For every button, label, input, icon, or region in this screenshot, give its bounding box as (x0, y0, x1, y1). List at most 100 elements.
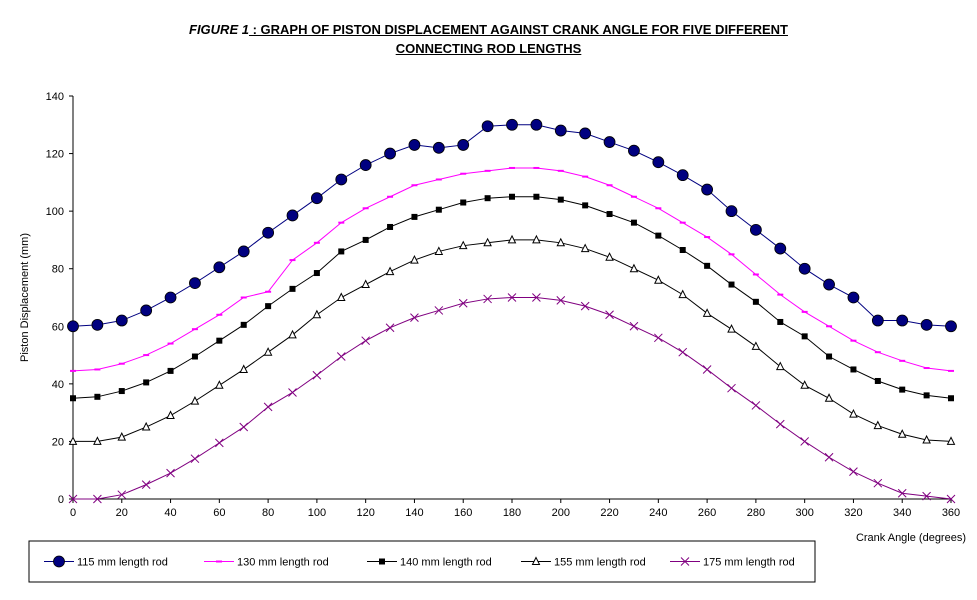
data-point-series-5 (507, 293, 517, 302)
data-point-series-3 (679, 247, 686, 254)
data-point-series-5 (702, 365, 712, 374)
series-line-4 (73, 239, 952, 442)
data-point-series-4 (458, 240, 468, 250)
y-tick-label: 40 (52, 379, 64, 391)
data-point-series-3 (70, 395, 76, 402)
data-point-series-1 (871, 314, 884, 327)
data-point-series-3 (240, 321, 247, 328)
data-point-series-1 (457, 139, 470, 151)
data-point-series-3 (899, 386, 906, 393)
data-point-series-1 (847, 291, 860, 304)
y-tick-label: 0 (58, 494, 64, 506)
data-point-series-5 (410, 313, 419, 323)
data-point-series-5 (532, 293, 541, 302)
data-point-series-5 (68, 494, 78, 504)
data-point-series-4 (678, 289, 688, 299)
data-point-series-4 (824, 393, 834, 402)
data-point-series-1 (408, 139, 421, 151)
data-point-series-5 (434, 306, 444, 315)
data-point-series-5 (166, 468, 175, 478)
data-point-series-4 (190, 396, 200, 405)
data-point-series-1 (725, 205, 738, 218)
x-tick-label: 240 (649, 507, 667, 519)
data-point-series-1 (774, 242, 787, 255)
data-point-series-1 (384, 147, 396, 160)
data-point-series-4 (727, 324, 736, 333)
data-point-series-4 (68, 436, 78, 445)
data-point-series-1 (945, 320, 957, 333)
data-point-series-3 (143, 379, 150, 386)
data-point-series-5 (288, 388, 297, 397)
data-point-series-1 (579, 127, 592, 140)
data-point-series-3 (704, 262, 711, 269)
y-tick-label: 100 (46, 206, 64, 218)
data-point-series-3 (606, 211, 613, 218)
data-point-series-1 (628, 144, 640, 157)
data-point-series-5 (653, 333, 663, 343)
data-point-series-4 (288, 329, 297, 339)
y-tick-label: 60 (52, 321, 64, 333)
data-point-series-5 (214, 438, 224, 448)
x-tick-label: 300 (795, 507, 813, 519)
data-point-series-1 (896, 314, 909, 327)
data-point-series-4 (239, 364, 249, 373)
x-tick-label: 340 (893, 507, 911, 519)
data-point-series-5 (93, 494, 102, 504)
data-point-series-3 (118, 388, 125, 395)
data-point-series-4 (800, 380, 809, 389)
data-point-series-4 (263, 347, 273, 356)
chart-title: FIGURE 1 : GRAPH OF PISTON DISPLACEMENT … (0, 20, 977, 58)
data-point-series-4 (434, 246, 444, 255)
data-point-series-1 (262, 226, 275, 239)
data-point-series-1 (286, 209, 299, 222)
data-point-series-4 (141, 421, 151, 431)
legend-label-2: 130 mm length rod (237, 557, 329, 569)
data-point-series-3 (850, 366, 857, 373)
data-point-series-1 (506, 118, 518, 131)
data-point-series-4 (385, 266, 395, 276)
data-point-series-3 (484, 195, 491, 202)
data-point-series-3 (338, 248, 345, 255)
data-point-series-3 (533, 193, 540, 200)
x-tick-label: 260 (698, 507, 716, 519)
data-point-series-1 (530, 118, 543, 131)
data-point-series-3 (582, 202, 589, 209)
data-point-series-5 (824, 452, 834, 462)
data-point-series-5 (629, 321, 639, 331)
data-point-series-3 (655, 232, 662, 239)
data-point-series-5 (190, 454, 200, 464)
data-point-series-4 (654, 275, 663, 284)
x-tick-label: 320 (844, 507, 862, 519)
legend-label-5: 175 mm length rod (703, 557, 795, 569)
data-point-series-4 (751, 341, 761, 350)
data-point-series-3 (777, 318, 784, 325)
data-point-series-5 (605, 310, 614, 320)
y-axis-label: Piston Displacement (mm) (19, 233, 31, 362)
data-point-series-5 (361, 336, 371, 346)
data-point-series-1 (920, 318, 933, 331)
data-point-series-4 (361, 279, 370, 289)
figure-label: FIGURE 1 (189, 22, 249, 37)
x-tick-label: 0 (70, 507, 76, 519)
data-point-series-3 (289, 285, 296, 292)
data-point-series-3 (801, 333, 808, 340)
data-point-series-4 (702, 308, 712, 317)
data-point-series-4 (215, 380, 224, 389)
data-point-series-3 (362, 236, 369, 243)
data-point-series-5 (800, 437, 810, 446)
data-point-series-4 (873, 420, 883, 430)
data-point-series-1 (481, 120, 494, 133)
data-point-series-1 (749, 223, 762, 236)
data-point-series-4 (336, 292, 346, 301)
data-point-series-5 (873, 478, 883, 488)
data-point-series-1 (603, 136, 616, 148)
data-point-series-5 (336, 352, 346, 361)
data-point-series-4 (507, 234, 517, 244)
data-point-series-1 (359, 159, 372, 171)
data-point-series-3 (460, 199, 467, 206)
data-point-series-3 (630, 219, 637, 226)
series-line-5 (73, 297, 952, 500)
data-point-series-5 (775, 419, 785, 429)
data-point-series-5 (678, 347, 688, 357)
